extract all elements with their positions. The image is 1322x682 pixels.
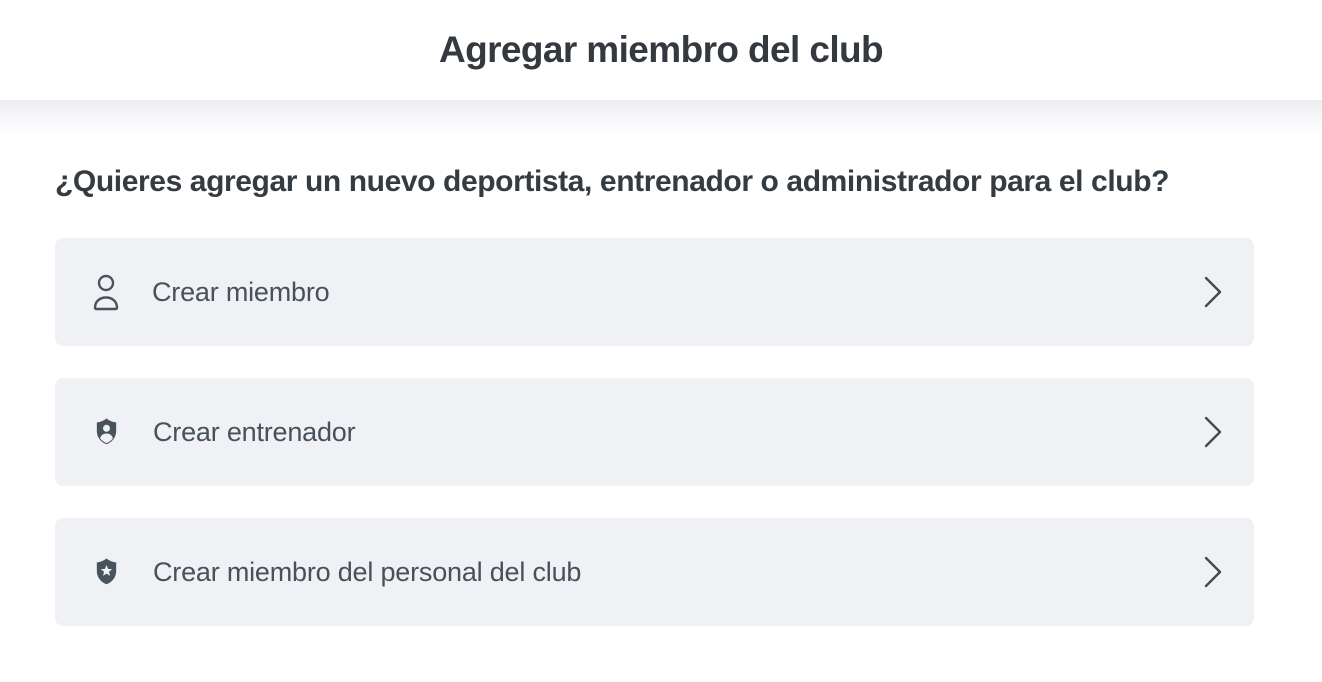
header-shadow-divider	[0, 100, 1322, 134]
chevron-right-icon	[1202, 414, 1224, 450]
modal-body: ¿Quieres agregar un nuevo deportista, en…	[55, 162, 1254, 626]
question-text: ¿Quieres agregar un nuevo deportista, en…	[55, 165, 1170, 198]
option-list: Crear miembro Crear entrenador	[55, 238, 1254, 626]
option-label: Crear entrenador	[153, 416, 356, 447]
chevron-right-icon	[1202, 274, 1224, 310]
shield-star-icon	[93, 557, 120, 588]
chevron-right-icon	[1202, 554, 1224, 590]
option-label: Crear miembro del personal del club	[153, 556, 582, 587]
option-label: Crear miembro	[152, 276, 330, 307]
modal-header: Agregar miembro del club	[0, 0, 1322, 100]
option-create-staff[interactable]: Crear miembro del personal del club	[55, 518, 1254, 626]
option-create-member[interactable]: Crear miembro	[55, 238, 1254, 346]
option-create-coach[interactable]: Crear entrenador	[55, 378, 1254, 486]
shield-user-icon	[93, 417, 120, 448]
user-icon	[93, 274, 119, 311]
page-title: Agregar miembro del club	[438, 29, 884, 70]
